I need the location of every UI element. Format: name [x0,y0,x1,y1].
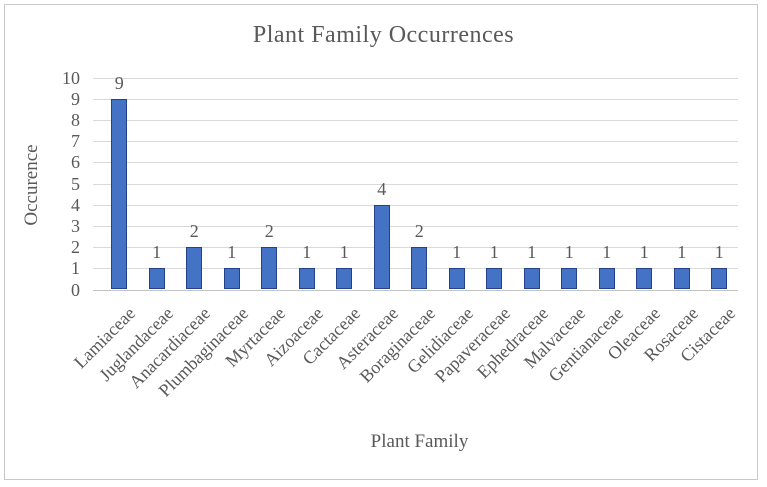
gridline [92,141,738,143]
bar [523,268,540,290]
bar-value-label: 1 [677,242,687,263]
bar-value-label: 4 [377,178,387,199]
bar [223,268,240,290]
y-tick-label: 3 [71,215,80,236]
bar-value-label: 1 [602,242,612,263]
bar [448,268,465,290]
gridline [92,225,738,227]
bar-value-label: 1 [302,242,312,263]
y-tick-label: 9 [71,88,80,109]
bar [298,268,315,290]
bar-value-label: 1 [152,242,162,263]
x-axis-title: Plant Family [370,431,469,452]
bar-value-label: 1 [527,242,537,263]
gridline [92,289,738,291]
y-tick-label: 10 [62,67,80,88]
y-tick-label: 5 [71,173,80,194]
gridline [92,162,738,164]
y-tick-label: 1 [71,258,80,279]
y-tick-label: 7 [71,131,80,152]
bar [598,268,615,290]
gridline [92,119,738,121]
bar [336,268,353,290]
y-tick-label: 2 [71,237,80,258]
bar [636,268,653,290]
gridline [92,77,738,79]
bar-value-label: 1 [639,242,649,263]
bar-value-label: 2 [264,221,274,242]
bar [111,98,128,290]
bar [261,247,278,290]
bar [373,204,390,290]
bar-value-label: 9 [114,72,124,93]
gridline [92,183,738,185]
bar-value-label: 2 [189,221,199,242]
bar [673,268,690,290]
chart-title: Plant Family Occurrences [252,22,515,48]
y-tick-label: 4 [71,194,80,215]
bar [711,268,728,290]
bar-value-label: 1 [227,242,237,263]
bar-value-label: 1 [564,242,574,263]
bar [186,247,203,290]
y-tick-label: 6 [71,152,80,173]
gridline [92,98,738,100]
bar [561,268,578,290]
bar [486,268,503,290]
bar-value-label: 1 [452,242,462,263]
bar-value-label: 1 [714,242,724,263]
y-tick-label: 0 [71,279,80,300]
bar-value-label: 2 [414,221,424,242]
bar-value-label: 1 [489,242,499,263]
bar [411,247,428,290]
y-tick-label: 8 [71,109,80,130]
gridline [92,204,738,206]
bar-value-label: 1 [339,242,349,263]
bar [148,268,165,290]
